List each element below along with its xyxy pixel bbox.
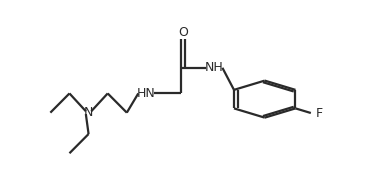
Text: HN: HN <box>137 87 155 100</box>
Text: NH: NH <box>205 61 223 74</box>
Text: N: N <box>84 106 93 119</box>
Text: O: O <box>178 26 188 39</box>
Text: F: F <box>316 107 323 120</box>
